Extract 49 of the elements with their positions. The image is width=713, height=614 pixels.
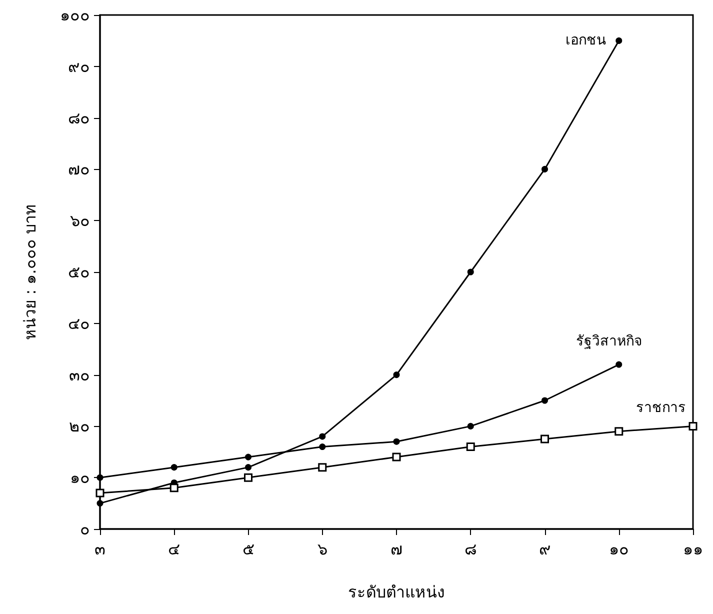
x-tick-label: ๘: [464, 540, 477, 558]
point: [318, 463, 327, 472]
x-tick-label: ๔: [168, 540, 180, 558]
y-tick-label: ๗๐: [68, 160, 90, 179]
x-tick-label: ๓: [94, 540, 106, 558]
point: [542, 397, 548, 404]
point: [616, 37, 622, 44]
point: [688, 422, 698, 430]
point: [96, 474, 104, 481]
series-label: รัฐวิสาหกิจ: [576, 333, 642, 350]
y-tick-label: ๔๐: [68, 314, 90, 333]
y-tick-label: ๙๐: [68, 56, 90, 76]
point: [616, 361, 622, 368]
point: [392, 452, 401, 462]
y-tick-label: ๑๐: [70, 468, 90, 488]
point: [393, 372, 400, 378]
point: [170, 464, 178, 471]
x-tick-label: ๗: [390, 540, 402, 558]
point: [245, 464, 252, 471]
y-tick-label: ๑๐๐: [60, 6, 90, 24]
x-axis-title: ระดับตำแหน่ง: [348, 582, 445, 602]
point: [96, 500, 104, 507]
x-tick-label: ๕: [242, 540, 254, 558]
point: [96, 488, 104, 498]
point: [319, 433, 326, 440]
point: [170, 484, 178, 492]
series-label: ราชการ: [636, 400, 686, 416]
point: [393, 438, 400, 445]
x-tick-label: ๙: [538, 540, 551, 558]
x-tick-label: ๑๑: [683, 540, 703, 558]
y-tick-label: ๘๐: [68, 108, 90, 128]
y-tick-label: ๓๐: [69, 365, 90, 384]
point: [319, 444, 326, 450]
point: [614, 427, 624, 436]
point: [244, 473, 252, 482]
y-axis-title: หน่วย : ๑.๐๐๐ บาท: [20, 204, 40, 340]
point: [540, 434, 549, 444]
y-tick-label: ๖๐: [70, 211, 90, 230]
point: [542, 166, 548, 172]
y-tick-label: ๒๐: [69, 416, 90, 436]
point: [467, 268, 474, 276]
x-tick-label: ๖: [317, 540, 328, 558]
series-label: เอกชน: [566, 32, 607, 49]
point: [466, 442, 475, 452]
point: [245, 454, 252, 460]
y-tick-label: ๐: [80, 520, 90, 538]
x-tick-label: ๑๐: [608, 540, 629, 558]
y-tick-label: ๕๐: [68, 262, 90, 282]
point: [467, 422, 474, 430]
